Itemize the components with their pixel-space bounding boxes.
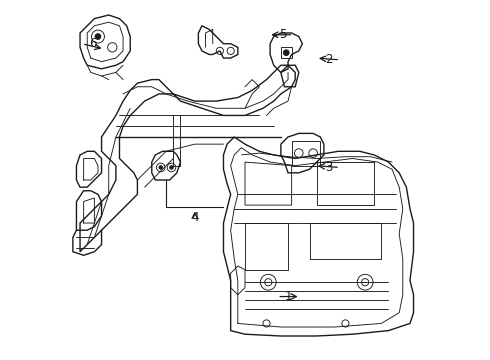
Text: 1: 1 [284,290,292,303]
Text: 4: 4 [191,211,198,224]
Circle shape [170,166,173,169]
Text: 3: 3 [325,161,333,174]
Circle shape [159,166,163,169]
Text: 5: 5 [279,28,286,41]
Circle shape [283,50,289,55]
Text: 2: 2 [325,53,333,66]
Circle shape [95,34,101,40]
Text: 6: 6 [89,37,97,50]
